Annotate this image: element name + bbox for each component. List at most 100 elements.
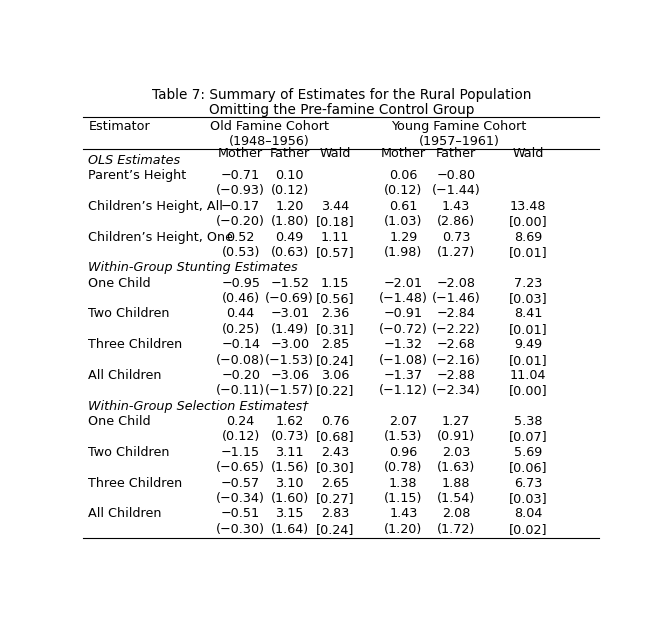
Text: [0.22]: [0.22] — [316, 384, 354, 398]
Text: (−0.34): (−0.34) — [216, 492, 265, 505]
Text: −3.01: −3.01 — [270, 307, 309, 320]
Text: (−1.12): (−1.12) — [379, 384, 428, 398]
Text: 2.83: 2.83 — [321, 507, 350, 521]
Text: [0.57]: [0.57] — [316, 246, 354, 259]
Text: 8.69: 8.69 — [514, 231, 542, 243]
Text: (0.91): (0.91) — [437, 430, 475, 444]
Text: OLS Estimates: OLS Estimates — [89, 153, 180, 167]
Text: Father: Father — [270, 147, 310, 160]
Text: −3.00: −3.00 — [270, 338, 309, 351]
Text: (0.12): (0.12) — [384, 184, 422, 197]
Text: 0.76: 0.76 — [321, 415, 350, 428]
Text: Children’s Height, All: Children’s Height, All — [89, 200, 223, 213]
Text: 13.48: 13.48 — [510, 200, 546, 213]
Text: Mother: Mother — [381, 147, 426, 160]
Text: Wald: Wald — [512, 147, 544, 160]
Text: All Children: All Children — [89, 507, 162, 521]
Text: 2.65: 2.65 — [321, 477, 349, 489]
Text: One Child: One Child — [89, 415, 151, 428]
Text: (2.86): (2.86) — [437, 215, 475, 228]
Text: (0.78): (0.78) — [384, 462, 422, 474]
Text: −2.68: −2.68 — [436, 338, 476, 351]
Text: [0.18]: [0.18] — [316, 215, 354, 228]
Text: −0.51: −0.51 — [221, 507, 260, 521]
Text: (−0.11): (−0.11) — [216, 384, 265, 398]
Text: 11.04: 11.04 — [510, 369, 546, 382]
Text: 2.08: 2.08 — [442, 507, 470, 521]
Text: 3.11: 3.11 — [276, 446, 304, 459]
Text: All Children: All Children — [89, 369, 162, 382]
Text: 0.44: 0.44 — [226, 307, 255, 320]
Text: (−0.30): (−0.30) — [216, 523, 265, 536]
Text: −0.95: −0.95 — [221, 276, 260, 290]
Text: 1.38: 1.38 — [389, 477, 418, 489]
Text: [0.27]: [0.27] — [316, 492, 354, 505]
Text: [0.06]: [0.06] — [509, 462, 547, 474]
Text: −0.80: −0.80 — [436, 169, 476, 182]
Text: [0.00]: [0.00] — [509, 215, 547, 228]
Text: (0.53): (0.53) — [222, 246, 260, 259]
Text: (−1.08): (−1.08) — [379, 354, 428, 366]
Text: [0.24]: [0.24] — [316, 354, 354, 366]
Text: 1.62: 1.62 — [276, 415, 304, 428]
Text: Three Children: Three Children — [89, 477, 182, 489]
Text: 7.23: 7.23 — [514, 276, 542, 290]
Text: (−1.44): (−1.44) — [432, 184, 480, 197]
Text: Parent’s Height: Parent’s Height — [89, 169, 186, 182]
Text: 2.07: 2.07 — [389, 415, 418, 428]
Text: 3.15: 3.15 — [276, 507, 304, 521]
Text: Young Famine Cohort
(1957–1961): Young Famine Cohort (1957–1961) — [392, 120, 527, 148]
Text: −0.71: −0.71 — [221, 169, 260, 182]
Text: (0.12): (0.12) — [270, 184, 309, 197]
Text: 5.69: 5.69 — [514, 446, 542, 459]
Text: 1.20: 1.20 — [276, 200, 304, 213]
Text: −0.57: −0.57 — [221, 477, 260, 489]
Text: (1.15): (1.15) — [384, 492, 422, 505]
Text: (1.60): (1.60) — [270, 492, 309, 505]
Text: −2.88: −2.88 — [436, 369, 476, 382]
Text: −0.17: −0.17 — [221, 200, 260, 213]
Text: [0.24]: [0.24] — [316, 523, 354, 536]
Text: (1.72): (1.72) — [437, 523, 475, 536]
Text: (−2.34): (−2.34) — [432, 384, 480, 398]
Text: −1.37: −1.37 — [384, 369, 423, 382]
Text: 0.06: 0.06 — [389, 169, 418, 182]
Text: 1.29: 1.29 — [389, 231, 418, 243]
Text: (−0.20): (−0.20) — [216, 215, 265, 228]
Text: (1.53): (1.53) — [384, 430, 422, 444]
Text: 8.04: 8.04 — [514, 507, 542, 521]
Text: 8.41: 8.41 — [514, 307, 542, 320]
Text: Old Famine Cohort
(1948–1956): Old Famine Cohort (1948–1956) — [210, 120, 328, 148]
Text: 9.49: 9.49 — [514, 338, 542, 351]
Text: [0.03]: [0.03] — [509, 292, 547, 305]
Text: (−2.16): (−2.16) — [432, 354, 480, 366]
Text: Omitting the Pre-famine Control Group: Omitting the Pre-famine Control Group — [208, 103, 474, 117]
Text: 1.88: 1.88 — [442, 477, 470, 489]
Text: [0.01]: [0.01] — [509, 246, 547, 259]
Text: −1.52: −1.52 — [270, 276, 309, 290]
Text: Father: Father — [436, 147, 476, 160]
Text: −3.06: −3.06 — [270, 369, 309, 382]
Text: Within-Group Selection Estimates†: Within-Group Selection Estimates† — [89, 400, 309, 413]
Text: Two Children: Two Children — [89, 446, 170, 459]
Text: −0.14: −0.14 — [221, 338, 260, 351]
Text: 2.36: 2.36 — [321, 307, 349, 320]
Text: (1.27): (1.27) — [437, 246, 475, 259]
Text: (1.56): (1.56) — [270, 462, 309, 474]
Text: 3.10: 3.10 — [276, 477, 304, 489]
Text: (0.73): (0.73) — [270, 430, 309, 444]
Text: (1.64): (1.64) — [270, 523, 309, 536]
Text: Within-Group Stunting Estimates: Within-Group Stunting Estimates — [89, 261, 298, 275]
Text: [0.01]: [0.01] — [509, 354, 547, 366]
Text: (−0.08): (−0.08) — [216, 354, 265, 366]
Text: [0.00]: [0.00] — [509, 384, 547, 398]
Text: 2.85: 2.85 — [321, 338, 350, 351]
Text: 1.27: 1.27 — [442, 415, 470, 428]
Text: 2.03: 2.03 — [442, 446, 470, 459]
Text: −1.15: −1.15 — [221, 446, 260, 459]
Text: (1.49): (1.49) — [270, 323, 309, 336]
Text: −2.84: −2.84 — [436, 307, 476, 320]
Text: 3.06: 3.06 — [321, 369, 350, 382]
Text: 0.24: 0.24 — [226, 415, 255, 428]
Text: (−1.53): (−1.53) — [265, 354, 314, 366]
